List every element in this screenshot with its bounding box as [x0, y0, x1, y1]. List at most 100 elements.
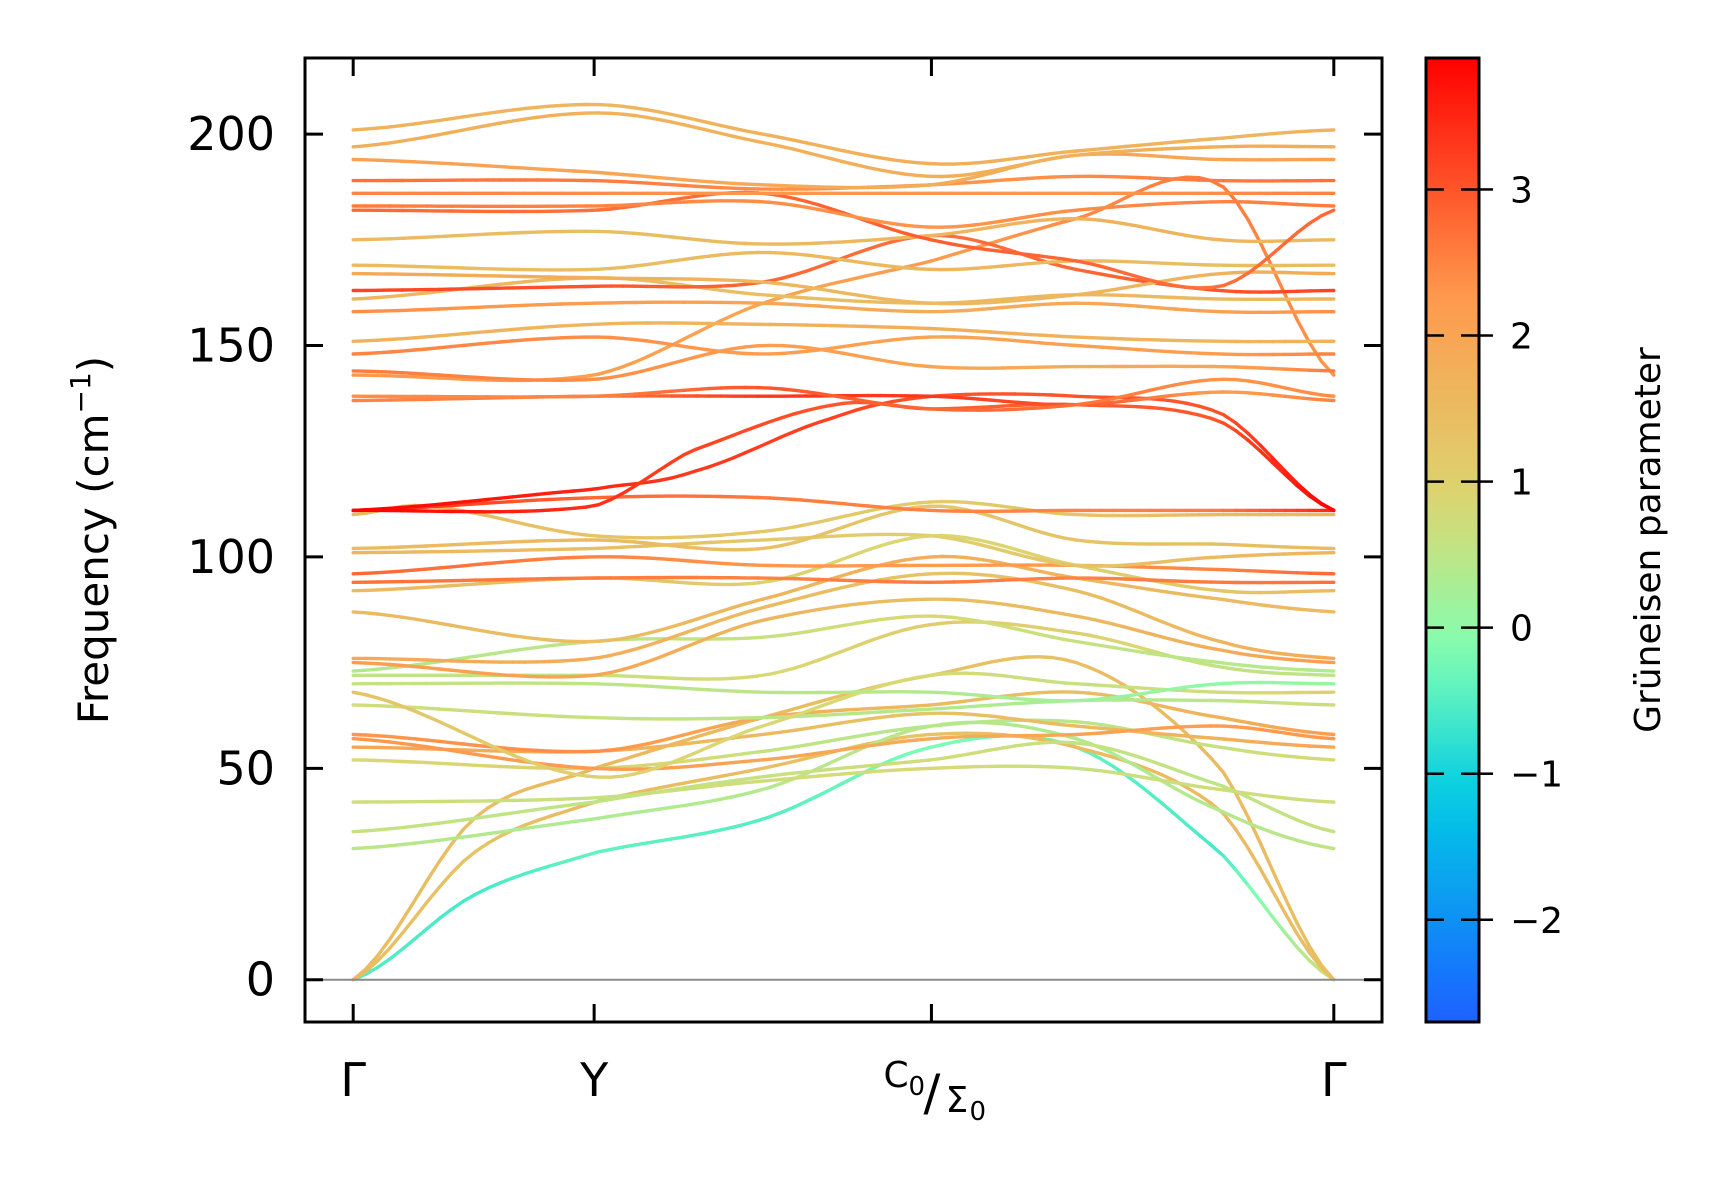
- band-segment: [731, 451, 748, 460]
- band-segment: [1319, 128, 1336, 133]
- band-segment: [510, 747, 527, 752]
- band-segment: [608, 373, 625, 380]
- band-segment: [976, 501, 993, 507]
- band-segment: [486, 376, 502, 381]
- band-segment: [682, 558, 699, 564]
- band-segment: [559, 857, 576, 865]
- band-segment: [388, 825, 404, 831]
- band-segment: [719, 283, 735, 288]
- band-segment: [1295, 395, 1312, 401]
- band-segment: [425, 346, 441, 351]
- band-segment: [535, 713, 551, 718]
- band-segment: [1184, 410, 1201, 417]
- band-segment: [1001, 337, 1017, 343]
- band-segment: [535, 780, 551, 788]
- band-segment: [1050, 154, 1066, 161]
- band-segment: [817, 240, 833, 245]
- band-segment: [1258, 665, 1275, 670]
- band-segment: [621, 792, 637, 798]
- band-segment: [952, 555, 968, 560]
- band-segment: [1283, 812, 1299, 822]
- band-segment: [351, 829, 368, 834]
- band-segment: [1319, 844, 1336, 851]
- band-segment: [841, 569, 858, 577]
- band-segment: [878, 599, 895, 604]
- band-segment: [694, 636, 711, 645]
- band-segment: [866, 399, 882, 406]
- band-segment: [425, 307, 441, 312]
- band-segment: [805, 348, 821, 353]
- band-segment: [682, 735, 699, 743]
- band-segment: [1197, 784, 1213, 790]
- band-optic-197: [351, 111, 1336, 179]
- band-optic-31: [351, 720, 1336, 851]
- band-segment: [1111, 752, 1128, 762]
- band-segment: [1307, 841, 1324, 848]
- band-segment: [1295, 921, 1312, 948]
- band-segment: [1135, 202, 1152, 208]
- band-segment: [1111, 204, 1128, 209]
- band-segment: [1209, 377, 1226, 382]
- band-segment: [1074, 394, 1091, 399]
- band-segment: [510, 765, 527, 770]
- band-segment: [1013, 331, 1030, 337]
- band-segment: [351, 846, 368, 851]
- band-segment: [1062, 765, 1079, 770]
- band-segment: [1197, 309, 1213, 313]
- band-segment: [792, 269, 809, 277]
- band-segment: [1197, 793, 1213, 806]
- band-segment: [510, 499, 527, 504]
- band-segment: [498, 876, 515, 885]
- band-segment: [952, 161, 968, 166]
- band-segment: [780, 712, 797, 717]
- band-segment: [461, 654, 478, 660]
- band-segment: [559, 496, 576, 501]
- band-segment: [1233, 747, 1250, 754]
- band-segment: [682, 740, 699, 746]
- band-segment: [854, 405, 870, 412]
- band-optic-144: [351, 343, 1336, 382]
- band-segment: [670, 835, 686, 841]
- band-segment: [952, 505, 968, 512]
- band-segment: [731, 539, 748, 543]
- band-segment: [1172, 381, 1189, 387]
- band-segment: [939, 231, 956, 237]
- band-segment: [1062, 265, 1079, 272]
- band-segment: [1197, 272, 1213, 278]
- band-segment: [694, 559, 711, 565]
- band-segment: [1013, 303, 1030, 309]
- band-segment: [351, 127, 368, 132]
- band-segment: [829, 604, 846, 610]
- band-segment: [1283, 394, 1299, 400]
- band-segment: [449, 762, 466, 767]
- band-segment: [1013, 701, 1030, 706]
- band-segment: [1197, 682, 1213, 688]
- band-segment: [964, 180, 980, 185]
- band-segment: [486, 340, 502, 345]
- band-segment: [633, 555, 650, 560]
- band-segment: [657, 389, 674, 394]
- band-segment: [425, 619, 441, 625]
- band-segment: [952, 721, 968, 726]
- band-segment: [1221, 746, 1238, 752]
- band-segment: [903, 675, 919, 682]
- band-segment: [731, 345, 748, 351]
- band-segment: [449, 233, 466, 238]
- band-segment: [400, 374, 417, 379]
- band-segment: [608, 795, 625, 802]
- band-segment: [670, 621, 686, 629]
- band-segment: [792, 302, 809, 307]
- band-segment: [621, 764, 637, 769]
- band-segment: [645, 478, 662, 484]
- band-segment: [1295, 667, 1312, 672]
- band-segment: [657, 361, 674, 369]
- band-segment: [1099, 696, 1115, 701]
- band-segment: [657, 542, 674, 548]
- band-segment: [719, 753, 735, 759]
- band-segment: [1184, 656, 1201, 662]
- band-segment: [780, 294, 797, 299]
- band-segment: [890, 598, 907, 603]
- band-segment: [1148, 180, 1164, 189]
- band-segment: [400, 741, 417, 747]
- band-segment: [376, 337, 392, 342]
